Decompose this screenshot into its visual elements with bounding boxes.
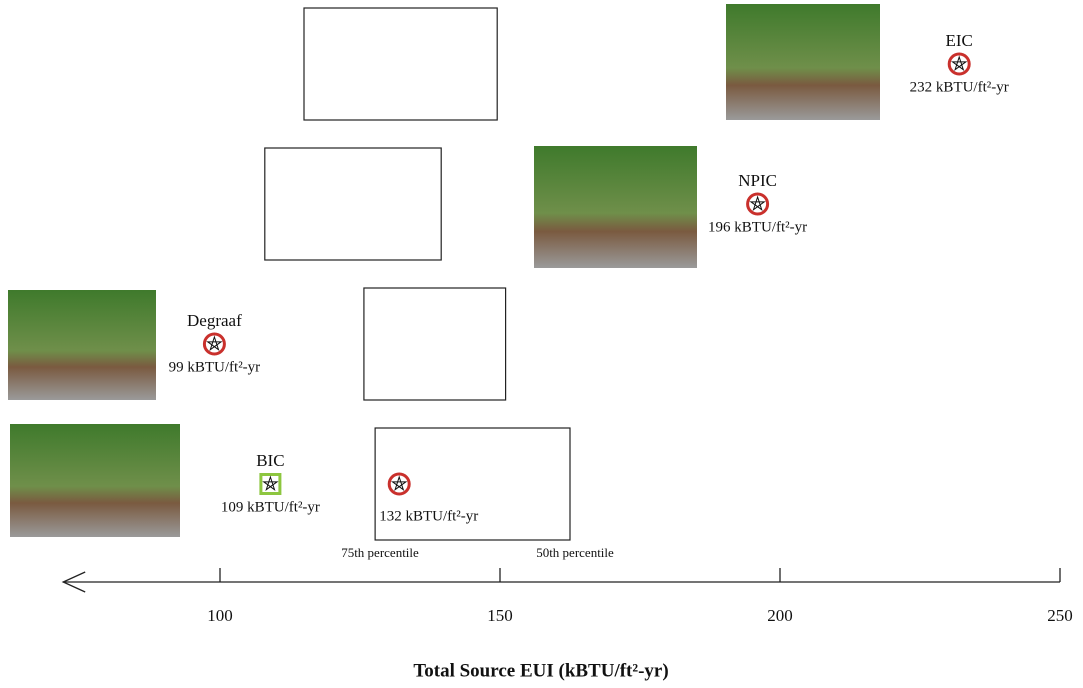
annotation: 50th percentile xyxy=(536,545,614,560)
photo xyxy=(8,290,156,400)
annotation: 75th percentile xyxy=(341,545,419,560)
x-tick-label: 250 xyxy=(1047,606,1073,625)
point-name: NPIC xyxy=(738,171,777,190)
marker xyxy=(947,52,971,76)
axis-title: Total Source EUI (kBTU/ft²-yr) xyxy=(413,660,668,681)
star xyxy=(262,475,279,491)
x-tick-label: 200 xyxy=(767,606,793,625)
photo xyxy=(726,4,880,120)
marker xyxy=(387,472,411,496)
point-name: EIC xyxy=(946,31,973,50)
value-label: 132 kBTU/ft²-yr xyxy=(379,508,478,524)
range-box xyxy=(374,427,571,541)
marker xyxy=(746,192,770,216)
range-box xyxy=(264,147,442,261)
photo xyxy=(10,424,180,537)
axis-arrow xyxy=(61,571,86,593)
star xyxy=(749,195,766,211)
star xyxy=(951,55,968,71)
x-tick-label: 100 xyxy=(207,606,233,625)
marker xyxy=(202,332,226,356)
star xyxy=(206,335,223,351)
point-name: BIC xyxy=(256,451,284,470)
star xyxy=(391,475,408,491)
x-tick-label: 150 xyxy=(487,606,513,625)
value-label: 232 kBTU/ft²-yr xyxy=(910,79,1009,95)
value-label: 109 kBTU/ft²-yr xyxy=(221,499,320,515)
range-box xyxy=(363,287,507,401)
range-box xyxy=(303,7,498,121)
photo xyxy=(534,146,697,268)
photos xyxy=(8,4,880,537)
value-label: 196 kBTU/ft²-yr xyxy=(708,219,807,235)
value-label: 99 kBTU/ft²-yr xyxy=(169,359,261,375)
point-name: Degraaf xyxy=(187,311,242,330)
